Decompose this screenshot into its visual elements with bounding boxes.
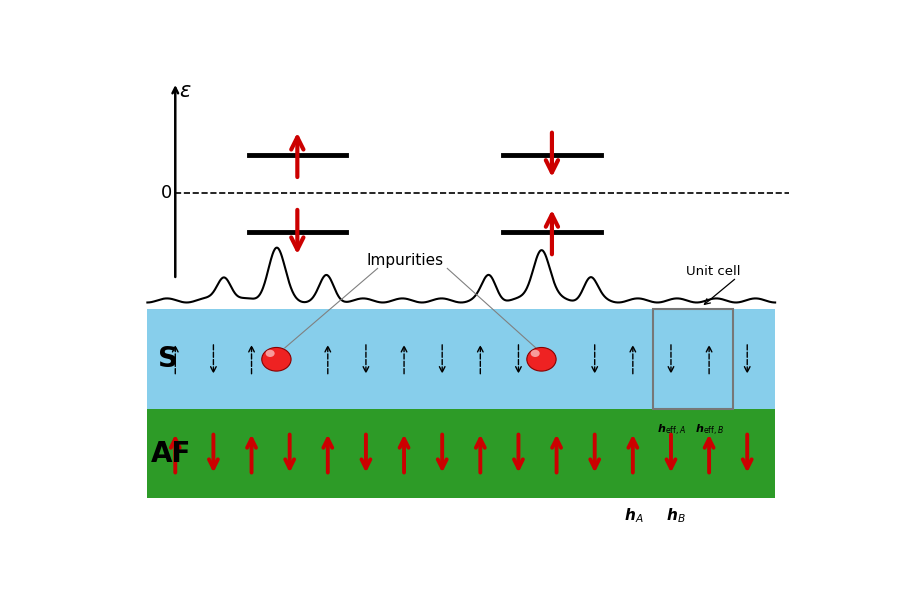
Text: $\boldsymbol{h}_{\mathrm{eff},A}$: $\boldsymbol{h}_{\mathrm{eff},A}$: [657, 423, 686, 438]
Bar: [653, 309, 734, 409]
Text: Unit cell: Unit cell: [686, 264, 740, 277]
Ellipse shape: [531, 350, 540, 357]
Text: AF: AF: [151, 440, 191, 467]
Text: S: S: [158, 345, 178, 373]
Text: $\varepsilon$: $\varepsilon$: [179, 81, 192, 101]
Ellipse shape: [262, 348, 291, 371]
Ellipse shape: [266, 350, 274, 357]
Text: $\boldsymbol{h}_A$: $\boldsymbol{h}_A$: [625, 506, 644, 525]
Text: 0: 0: [160, 185, 172, 202]
Bar: [148, 309, 775, 409]
Text: $\boldsymbol{h}_B$: $\boldsymbol{h}_B$: [666, 506, 686, 525]
Bar: [148, 409, 775, 498]
Text: Impurities: Impurities: [367, 254, 444, 268]
Text: $\boldsymbol{h}_{\mathrm{eff},B}$: $\boldsymbol{h}_{\mathrm{eff},B}$: [695, 423, 724, 438]
Ellipse shape: [526, 348, 556, 371]
